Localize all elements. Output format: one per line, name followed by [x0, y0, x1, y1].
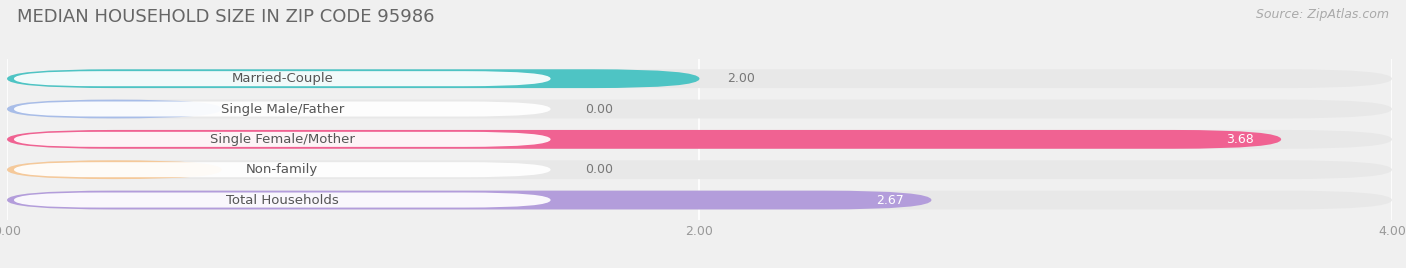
FancyBboxPatch shape [14, 162, 551, 177]
Text: 3.68: 3.68 [1226, 133, 1254, 146]
FancyBboxPatch shape [14, 132, 551, 147]
FancyBboxPatch shape [7, 191, 1392, 210]
FancyBboxPatch shape [14, 71, 551, 86]
FancyBboxPatch shape [7, 191, 931, 210]
Text: MEDIAN HOUSEHOLD SIZE IN ZIP CODE 95986: MEDIAN HOUSEHOLD SIZE IN ZIP CODE 95986 [17, 8, 434, 26]
FancyBboxPatch shape [7, 160, 222, 179]
Text: Single Female/Mother: Single Female/Mother [209, 133, 354, 146]
FancyBboxPatch shape [7, 69, 1392, 88]
Text: Married-Couple: Married-Couple [232, 72, 333, 85]
Text: Non-family: Non-family [246, 163, 318, 176]
FancyBboxPatch shape [7, 130, 1281, 149]
FancyBboxPatch shape [7, 130, 1392, 149]
Text: 2.00: 2.00 [727, 72, 755, 85]
Text: 0.00: 0.00 [585, 163, 613, 176]
Text: Source: ZipAtlas.com: Source: ZipAtlas.com [1256, 8, 1389, 21]
Text: 0.00: 0.00 [585, 103, 613, 116]
Text: Total Households: Total Households [226, 193, 339, 207]
FancyBboxPatch shape [14, 192, 551, 207]
FancyBboxPatch shape [7, 100, 1392, 118]
Text: Single Male/Father: Single Male/Father [221, 103, 344, 116]
Text: 2.67: 2.67 [876, 193, 904, 207]
FancyBboxPatch shape [7, 100, 222, 118]
FancyBboxPatch shape [7, 160, 1392, 179]
FancyBboxPatch shape [14, 102, 551, 117]
FancyBboxPatch shape [7, 69, 700, 88]
